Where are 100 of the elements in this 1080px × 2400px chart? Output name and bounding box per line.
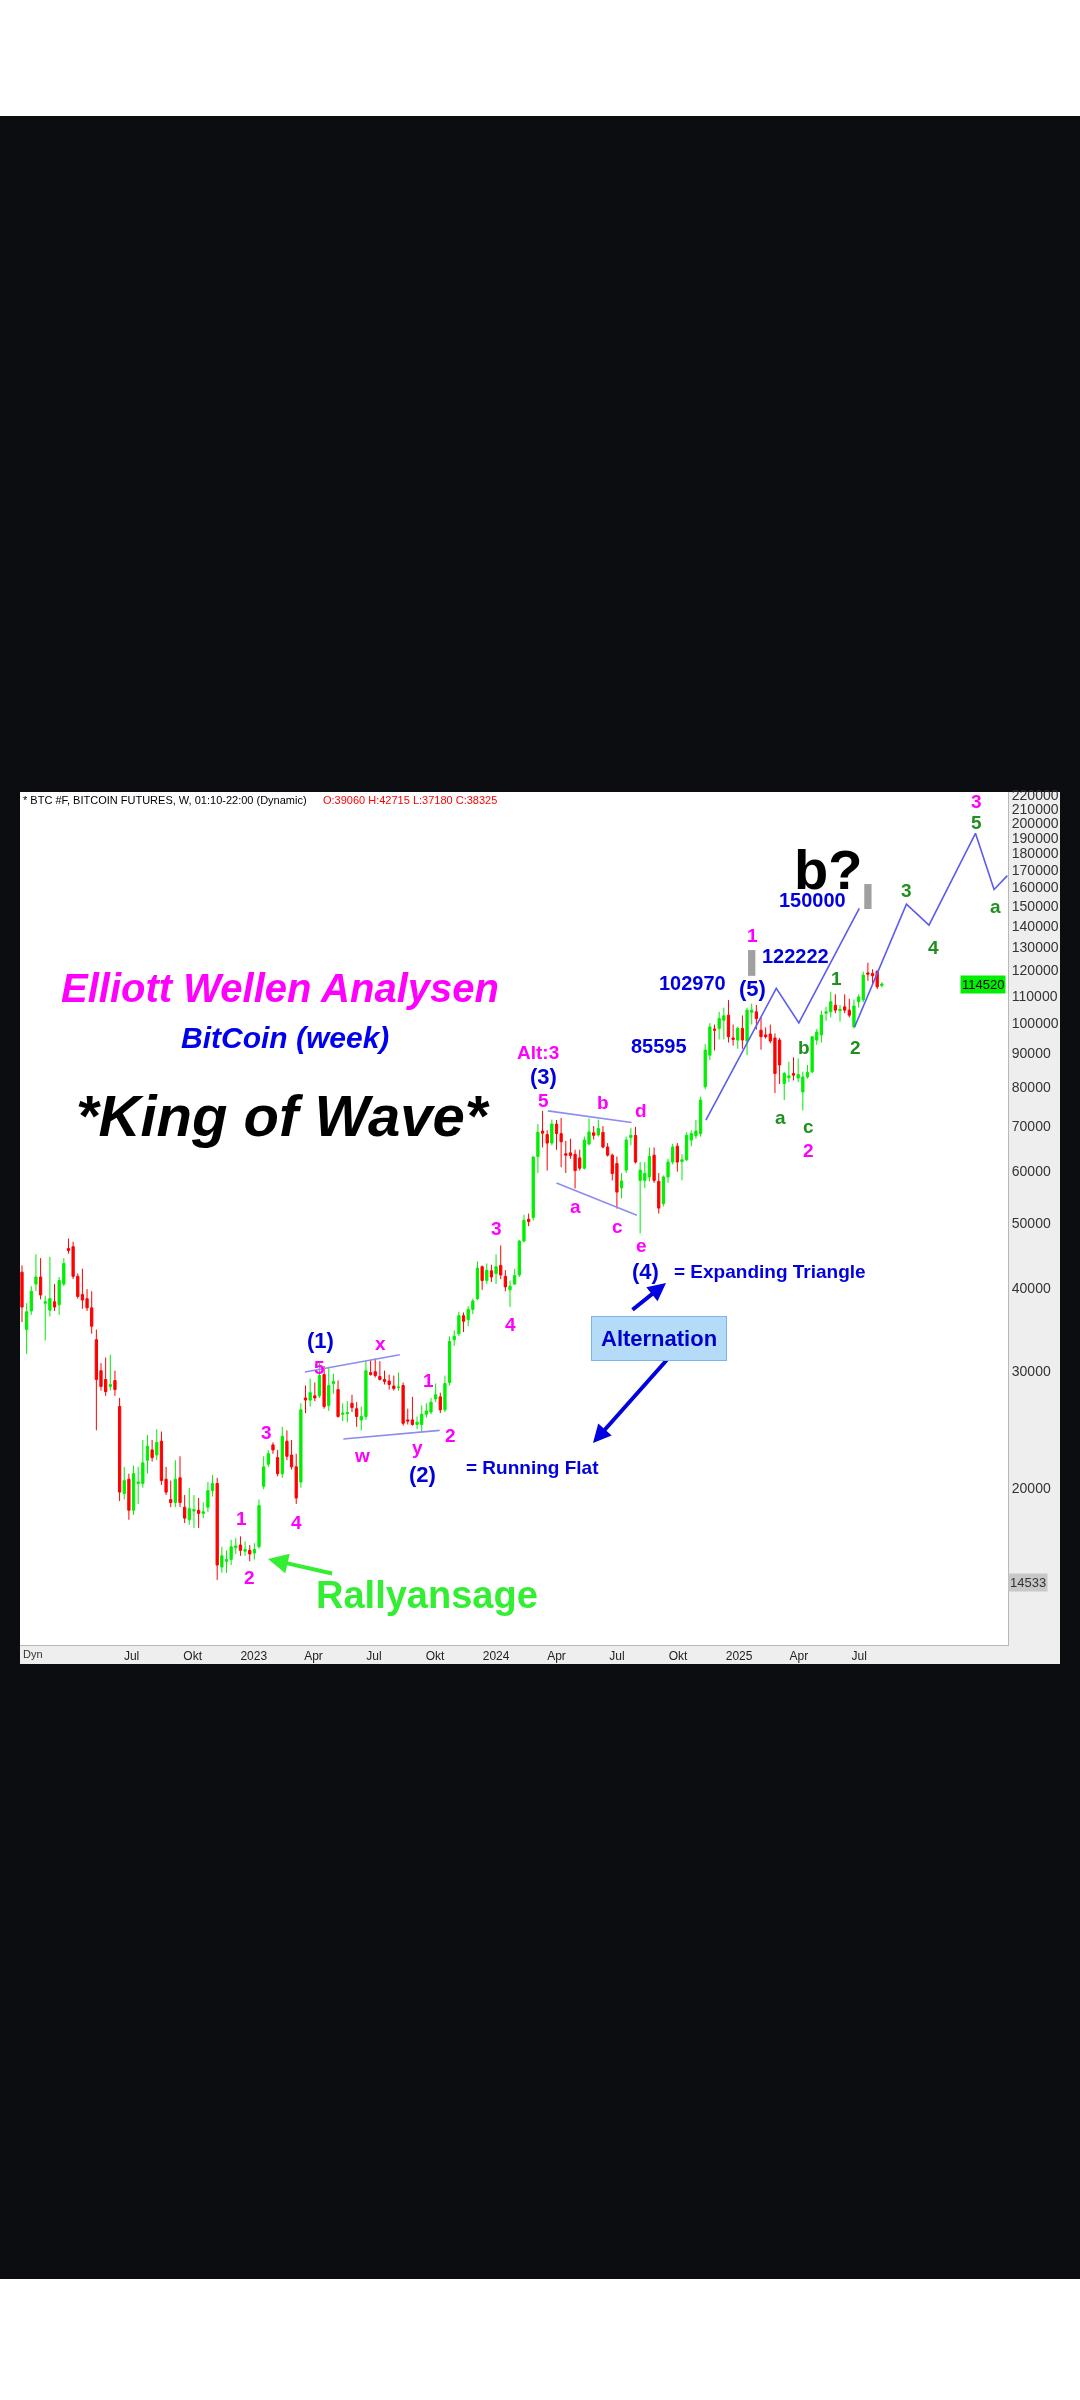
annotation: 2 [445,1425,456,1446]
candlestick [675,1142,679,1173]
candlestick [117,1397,122,1502]
candlestick [52,1283,57,1312]
x-tick-label: 2024 [482,1649,510,1664]
candlestick [322,1365,326,1410]
candlestick [248,1544,252,1562]
candlestick [485,1262,489,1285]
candlestick [122,1466,126,1501]
candlestick [652,1146,656,1184]
candlestick [564,1140,568,1174]
annotation: O:39060 H:42715 L:37180 C:38325 [323,794,498,806]
annotation: 1 [423,1370,434,1391]
y-tick-label: 70000 [1011,1118,1051,1134]
candlestick [596,1119,600,1138]
candlestick [392,1375,396,1392]
annotation: c [803,1116,814,1137]
annotation: 3 [971,791,982,812]
annotation: 85595 [631,1035,687,1057]
candlestick [25,1302,29,1355]
candlestick [355,1401,359,1428]
candlestick [378,1360,382,1381]
annotation: *King of Wave* [76,1083,490,1148]
candlestick [178,1455,182,1508]
text: Dyn [23,1648,43,1660]
y-tick-label: 120000 [1011,962,1059,979]
annotation: 1 [236,1508,247,1529]
annotation: b [597,1092,609,1113]
candlestick [447,1335,452,1387]
annotation: 4 [928,937,939,958]
candlestick [759,1016,763,1051]
candlestick [475,1260,480,1301]
candlestick [150,1439,154,1463]
x-tick-label: Okt [425,1649,445,1664]
candlestick [373,1357,377,1379]
candlestick [252,1542,257,1560]
candlestick [341,1402,345,1422]
candlestick [350,1394,354,1413]
candlestick [712,1024,717,1051]
candlestick [480,1264,484,1291]
candlestick [489,1264,494,1283]
candlestick [726,999,731,1044]
annotation: a [775,1107,786,1128]
text: Elliott Wellen Analysen [61,966,499,1010]
candlestick [624,1136,628,1174]
candlestick [299,1402,303,1489]
annotation: a [570,1196,581,1217]
candlestick [736,1026,740,1050]
y-tick-label: 100000 [1011,1015,1059,1032]
candlestick [155,1428,159,1461]
x-tick-label: Okt [668,1649,688,1664]
candlestick [29,1285,33,1316]
candlestick [108,1354,112,1392]
annotation: 3 [261,1422,272,1443]
x-tick-label: Jul [123,1649,140,1664]
candlestick [313,1381,317,1402]
candlestick [745,1007,749,1056]
candlestick [754,1004,758,1031]
annotation: 2 [244,1567,255,1588]
candlestick [262,1455,266,1490]
candlestick [336,1379,340,1419]
candlestick [257,1499,261,1550]
candlestick [852,999,856,1029]
candlestick [698,1096,703,1138]
x-tick-label: Apr [789,1649,809,1664]
candlestick [368,1359,373,1377]
candlestick [169,1480,173,1508]
annotation: e [636,1235,647,1256]
candlestick [34,1253,38,1292]
x-tick-label: 2023 [240,1649,268,1664]
candlestick [331,1373,336,1395]
candlestick [508,1280,512,1308]
annotation: * BTC #F, BITCOIN FUTURES, W, 01:10-22:00 (Dynamic) [23,794,307,806]
candlestick [38,1257,43,1300]
annotation: 3 [491,1218,502,1239]
candlestick [434,1382,438,1403]
candlestick [145,1434,150,1475]
candlestick [183,1494,187,1524]
annotation: 3 [901,880,912,901]
y-tick-label: 130000 [1011,939,1059,956]
annotation: w [354,1445,370,1466]
annotation: 4 [505,1314,516,1335]
annotation: (4) [632,1259,659,1284]
candlestick [271,1441,275,1455]
candlestick [113,1370,117,1397]
y-tick-label: 30000 [1011,1362,1051,1379]
candlestick [327,1366,331,1412]
candlestick [280,1426,284,1479]
candlestick [438,1392,442,1414]
x-tick-label: Jul [366,1649,382,1664]
candlestick [513,1268,517,1286]
candlestick [791,1056,796,1081]
candlestick [275,1449,280,1477]
y-tick-label: 50000 [1011,1215,1051,1232]
y-tick-label: 60000 [1011,1162,1051,1179]
y-tick-label: 170000 [1011,861,1059,878]
annotation: Alt:3 [517,1042,560,1063]
candlestick [457,1311,461,1337]
y-tick-label: 140000 [1011,917,1059,934]
y-tick-label: 160000 [1011,879,1059,896]
